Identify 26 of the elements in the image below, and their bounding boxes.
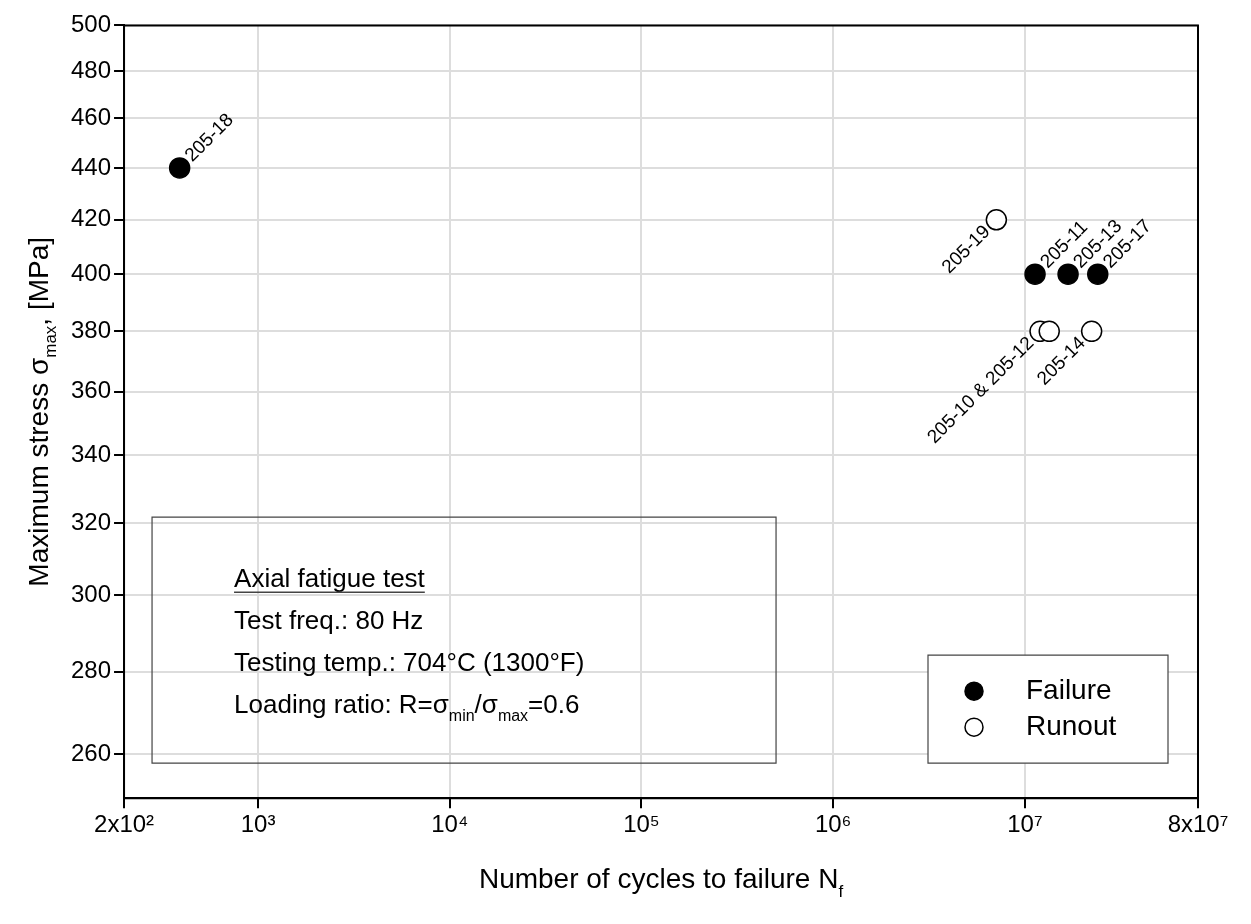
y-tick-label: 400	[71, 258, 112, 286]
y-tick-label: 460	[71, 102, 112, 130]
x-tick-label: 10³	[240, 810, 276, 838]
y-tick-label: 320	[71, 507, 112, 535]
y-tick-label: 440	[71, 152, 112, 180]
y-tick-label: 500	[71, 10, 112, 38]
y-axis-title: Maximum stress σmax, [MPa]	[23, 236, 61, 587]
annotation: Test freq.: 80 Hz	[234, 605, 424, 636]
legend-label: Failure	[1026, 673, 1112, 705]
y-tick-label: 480	[71, 55, 112, 83]
x-tick-label: 2x10²	[94, 810, 155, 838]
y-tick-label: 380	[71, 316, 112, 343]
legend-label: Runout	[1026, 709, 1117, 741]
y-tick-label: 280	[71, 656, 112, 684]
x-tick-label: 10⁷	[1007, 810, 1043, 838]
y-tick-label: 420	[71, 204, 112, 232]
y-tick-label: 340	[71, 440, 112, 468]
annotation: Axial fatigue test	[234, 563, 426, 594]
x-tick-label: 8x10⁷	[1167, 810, 1229, 838]
y-tick-label: 260	[71, 739, 112, 767]
x-tick-label: 10⁴	[431, 810, 469, 838]
y-tick-label: 360	[71, 376, 112, 404]
annotation: Testing temp.: 704°C (1300°F)	[234, 647, 585, 678]
x-tick-label: 10⁶	[814, 810, 852, 838]
x-tick-label: 10⁵	[623, 810, 660, 838]
y-tick-label: 300	[71, 579, 112, 607]
